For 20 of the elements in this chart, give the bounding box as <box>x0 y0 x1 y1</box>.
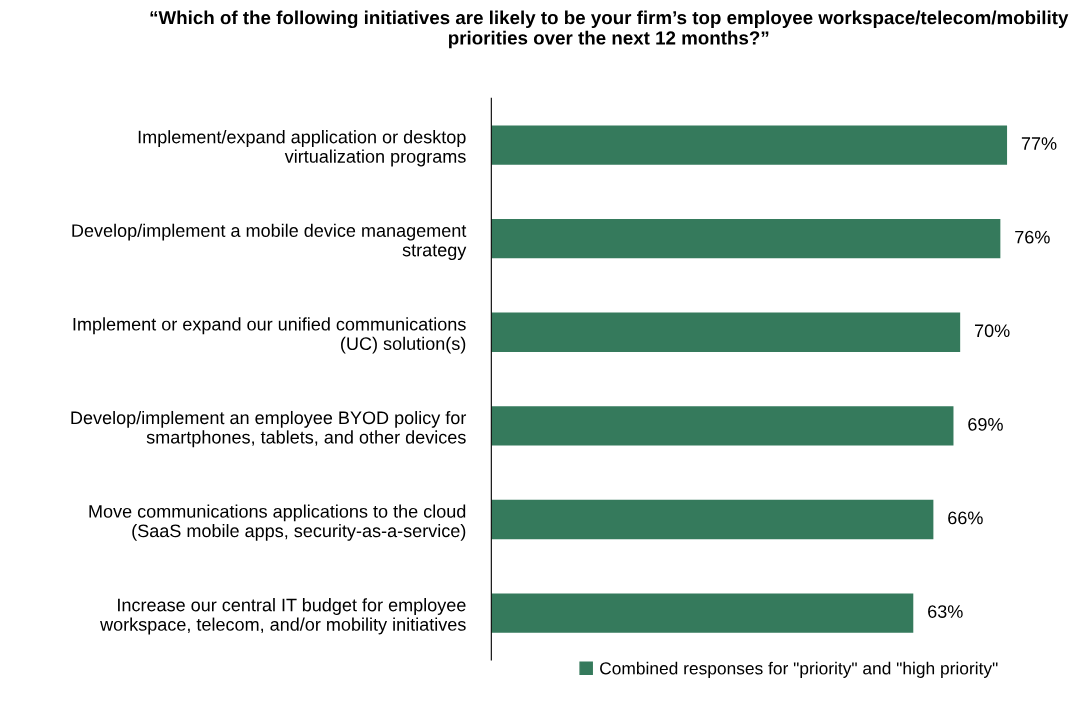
y-tick-label: Develop/implement an employee BYOD policy for smartphones, tablets, and other devices <box>71 410 467 448</box>
data-label: 63% <box>928 605 963 618</box>
data-label: 66% <box>948 511 983 525</box>
data-label: 76% <box>1015 230 1050 244</box>
data-label: 77% <box>1021 137 1057 150</box>
chart-title: “Which of the following initiatives are likely to be your firm’s top employee workspace/telecom/mobility priorities over the next 12 months?” <box>150 10 1069 49</box>
bar <box>491 593 914 633</box>
y-tick-label: Develop/implement a mobile device management strategy <box>72 223 467 260</box>
y-tick-label: Implement or expand our unified communications (UC) solution(s) <box>73 317 466 354</box>
legend-label: Combined responses for "priority" and "high priority" <box>600 661 998 678</box>
bar <box>491 499 934 540</box>
data-label: 69% <box>968 417 1003 431</box>
bar <box>491 312 961 352</box>
bar <box>491 125 1008 165</box>
bar <box>491 219 1001 259</box>
y-tick-label: Increase our central IT budget for employee workspace, telecom, and/or mobility initiatives <box>100 598 466 635</box>
y-tick-label: Move communications applications to the cloud (SaaS mobile apps, security-as-a-service) <box>89 504 466 541</box>
data-label: 70% <box>974 324 1010 338</box>
bar <box>491 406 954 446</box>
y-tick-label: Implement/expand application or desktop virtualization programs <box>138 130 466 167</box>
